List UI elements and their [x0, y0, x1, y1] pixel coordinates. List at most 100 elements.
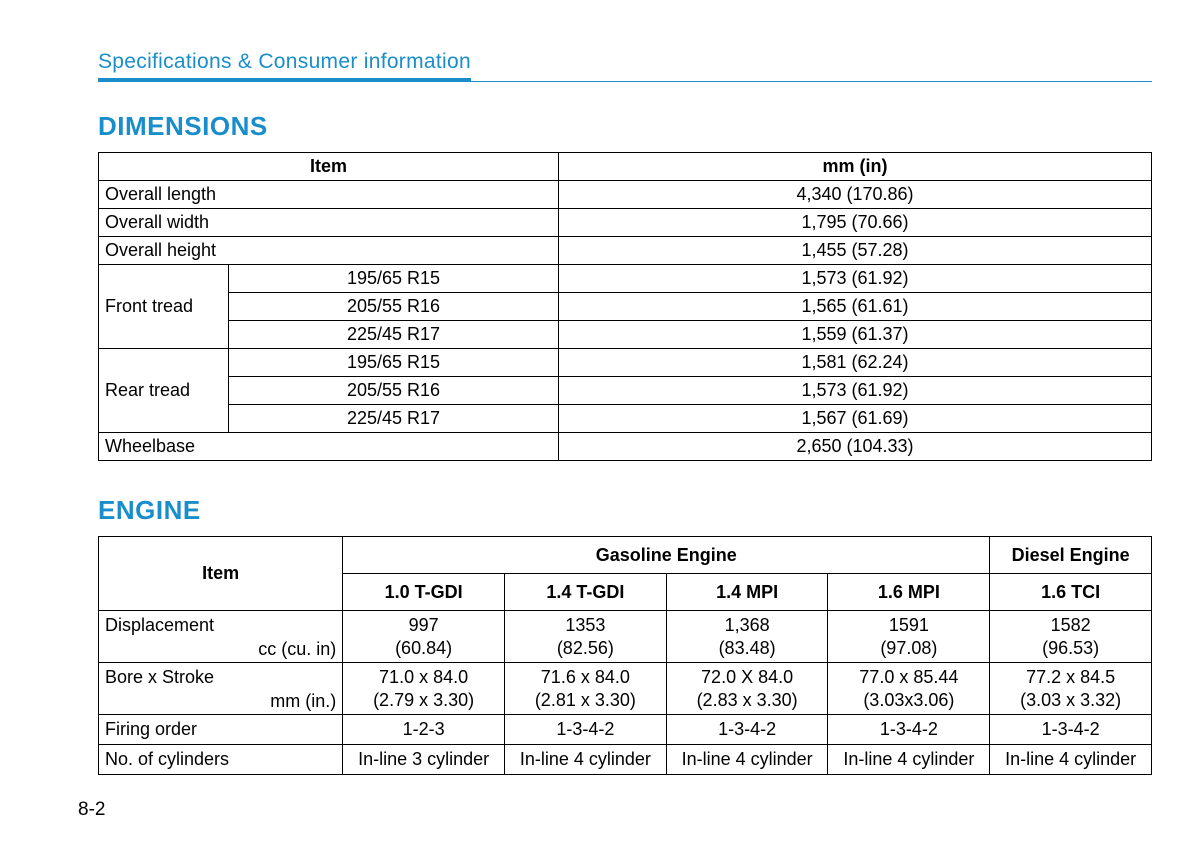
cell: In-line 4 cylinder — [990, 745, 1152, 775]
cell-l2: (96.53) — [1042, 638, 1099, 658]
cell-l1: 77.2 x 84.5 — [1026, 667, 1115, 687]
cell-l2: (3.03x3.06) — [863, 690, 954, 710]
table-row: 205/55 R16 1,573 (61.92) — [99, 377, 1152, 405]
tire-size: 195/65 R15 — [229, 265, 559, 293]
table-row: Overall height 1,455 (57.28) — [99, 237, 1152, 265]
row-value: 4,340 (170.86) — [559, 181, 1152, 209]
table-header-row: Item mm (in) — [99, 153, 1152, 181]
cell: 1-2-3 — [343, 715, 505, 745]
cell: 71.6 x 84.0 (2.81 x 3.30) — [504, 663, 666, 715]
row-value: 1,573 (61.92) — [559, 265, 1152, 293]
row-value: 1,573 (61.92) — [559, 377, 1152, 405]
cell-l2: (83.48) — [719, 638, 776, 658]
tire-size: 205/55 R16 — [229, 293, 559, 321]
cell-l2: (3.03 x 3.32) — [1020, 690, 1121, 710]
chapter-header: Specifications & Consumer information — [98, 50, 1152, 83]
cell: 1-3-4-2 — [828, 715, 990, 745]
cell: 997 (60.84) — [343, 611, 505, 663]
cell: In-line 4 cylinder — [828, 745, 990, 775]
cell-l1: 997 — [409, 615, 439, 635]
tire-size: 225/45 R17 — [229, 321, 559, 349]
cell-l2: (97.08) — [880, 638, 937, 658]
cell-l2: (82.56) — [557, 638, 614, 658]
cell-l1: 1353 — [565, 615, 605, 635]
dimensions-table: Item mm (in) Overall length 4,340 (170.8… — [98, 152, 1152, 461]
table-row: Bore x Stroke mm (in.) 71.0 x 84.0 (2.79 … — [99, 663, 1152, 715]
col-variant: 1.6 TCI — [990, 574, 1152, 611]
cell: 77.2 x 84.5 (3.03 x 3.32) — [990, 663, 1152, 715]
cell-l1: 72.0 X 84.0 — [701, 667, 793, 687]
row-label: Bore x Stroke mm (in.) — [99, 663, 343, 715]
table-header-row: Item Gasoline Engine Diesel Engine — [99, 537, 1152, 574]
col-item: Item — [99, 153, 559, 181]
cell: In-line 3 cylinder — [343, 745, 505, 775]
table-row: Firing order 1-2-3 1-3-4-2 1-3-4-2 1-3-4… — [99, 715, 1152, 745]
cell: 1582 (96.53) — [990, 611, 1152, 663]
cell: 1591 (97.08) — [828, 611, 990, 663]
cell-l2: (2.81 x 3.30) — [535, 690, 636, 710]
table-row: Overall length 4,340 (170.86) — [99, 181, 1152, 209]
row-value: 1,581 (62.24) — [559, 349, 1152, 377]
table-row: Displacement cc (cu. in) 997 (60.84) 1353… — [99, 611, 1152, 663]
page-container: Specifications & Consumer information DI… — [0, 0, 1200, 775]
cell-l1: 1591 — [889, 615, 929, 635]
row-label: Wheelbase — [99, 433, 559, 461]
table-row: Rear tread 195/65 R15 1,581 (62.24) — [99, 349, 1152, 377]
cell-l1: 1582 — [1051, 615, 1091, 635]
row-value: 1,795 (70.66) — [559, 209, 1152, 237]
table-row: No. of cylinders In-line 3 cylinder In-l… — [99, 745, 1152, 775]
row-label: Displacement cc (cu. in) — [99, 611, 343, 663]
row-unit: mm (in.) — [270, 691, 336, 712]
row-label: Overall height — [99, 237, 559, 265]
table-row: 205/55 R16 1,565 (61.61) — [99, 293, 1152, 321]
cell: 72.0 X 84.0 (2.83 x 3.30) — [666, 663, 828, 715]
cell: 1-3-4-2 — [666, 715, 828, 745]
row-label: Overall length — [99, 181, 559, 209]
col-variant: 1.4 T-GDI — [504, 574, 666, 611]
col-variant: 1.6 MPI — [828, 574, 990, 611]
col-diesel: Diesel Engine — [990, 537, 1152, 574]
cell: 71.0 x 84.0 (2.79 x 3.30) — [343, 663, 505, 715]
row-label-text: Bore x Stroke — [105, 667, 214, 687]
chapter-rule — [98, 81, 1152, 82]
tire-size: 205/55 R16 — [229, 377, 559, 405]
row-value: 2,650 (104.33) — [559, 433, 1152, 461]
engine-heading: ENGINE — [98, 495, 1152, 526]
table-row: 225/45 R17 1,559 (61.37) — [99, 321, 1152, 349]
cell-l2: (2.83 x 3.30) — [697, 690, 798, 710]
table-row: Front tread 195/65 R15 1,573 (61.92) — [99, 265, 1152, 293]
col-variant: 1.4 MPI — [666, 574, 828, 611]
col-gasoline: Gasoline Engine — [343, 537, 990, 574]
cell: 1,368 (83.48) — [666, 611, 828, 663]
cell-l2: (2.79 x 3.30) — [373, 690, 474, 710]
cell-l1: 71.6 x 84.0 — [541, 667, 630, 687]
row-label: Rear tread — [99, 349, 229, 433]
engine-table: Item Gasoline Engine Diesel Engine 1.0 T… — [98, 536, 1152, 775]
cell: 1-3-4-2 — [990, 715, 1152, 745]
table-row: 225/45 R17 1,567 (61.69) — [99, 405, 1152, 433]
cell: In-line 4 cylinder — [666, 745, 828, 775]
row-value: 1,565 (61.61) — [559, 293, 1152, 321]
row-label: No. of cylinders — [99, 745, 343, 775]
row-value: 1,559 (61.37) — [559, 321, 1152, 349]
cell: In-line 4 cylinder — [504, 745, 666, 775]
row-label-text: Displacement — [105, 615, 214, 635]
col-item: Item — [99, 537, 343, 611]
cell: 1-3-4-2 — [504, 715, 666, 745]
cell-l2: (60.84) — [395, 638, 452, 658]
row-value: 1,455 (57.28) — [559, 237, 1152, 265]
row-label: Firing order — [99, 715, 343, 745]
table-row: Overall width 1,795 (70.66) — [99, 209, 1152, 237]
row-label: Overall width — [99, 209, 559, 237]
cell: 77.0 x 85.44 (3.03x3.06) — [828, 663, 990, 715]
cell-l1: 71.0 x 84.0 — [379, 667, 468, 687]
row-value: 1,567 (61.69) — [559, 405, 1152, 433]
row-unit: cc (cu. in) — [258, 639, 336, 660]
cell-l1: 77.0 x 85.44 — [859, 667, 958, 687]
chapter-title: Specifications & Consumer information — [98, 50, 471, 82]
dimensions-heading: DIMENSIONS — [98, 111, 1152, 142]
cell: 1353 (82.56) — [504, 611, 666, 663]
cell-l1: 1,368 — [725, 615, 770, 635]
col-value: mm (in) — [559, 153, 1152, 181]
page-number: 8-2 — [78, 799, 105, 821]
